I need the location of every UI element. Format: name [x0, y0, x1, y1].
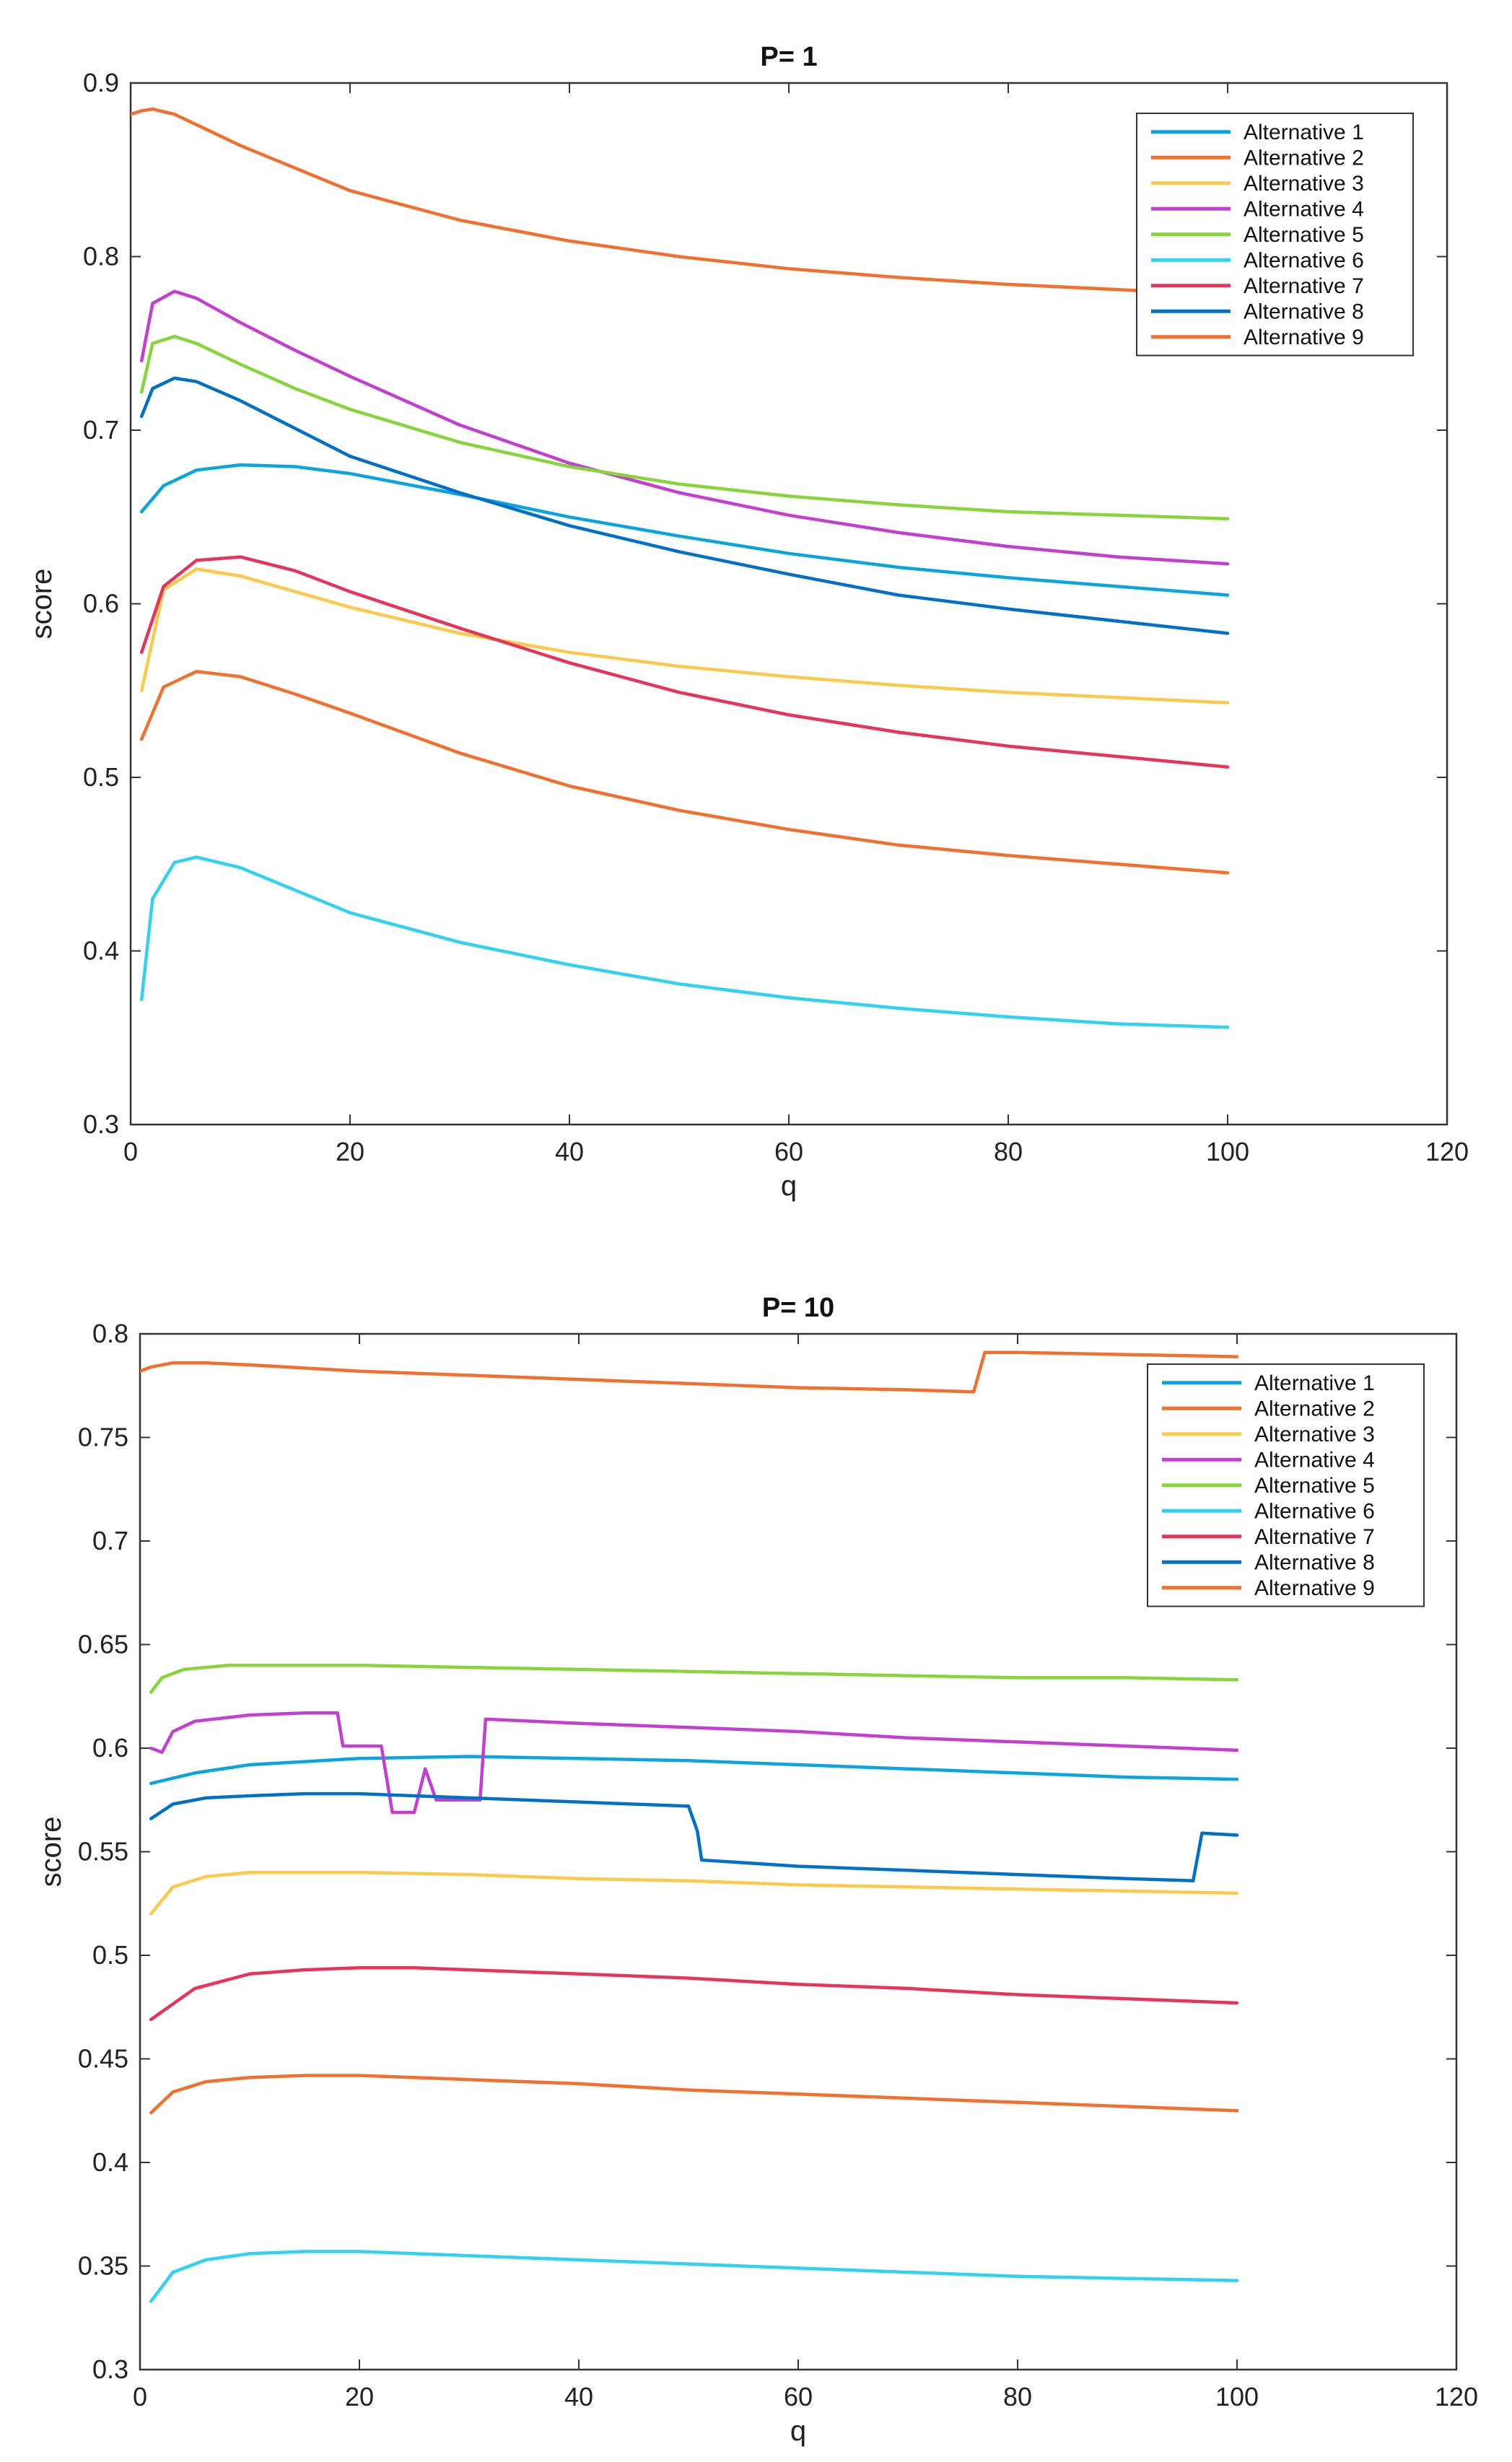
x-tick-label: 40 — [555, 1137, 584, 1166]
y-tick-label: 0.9 — [83, 68, 119, 97]
series-line-alternative-1 — [139, 463, 1230, 597]
series-line-alternative-4 — [149, 1711, 1239, 1815]
legend-label: Alternative 6 — [1244, 248, 1364, 272]
legend-label: Alternative 5 — [1244, 223, 1364, 247]
x-tick-label: 0 — [123, 1137, 138, 1166]
legend-label: Alternative 3 — [1244, 172, 1364, 196]
series-line-alternative-8 — [149, 1791, 1239, 1882]
y-tick-label: 0.4 — [83, 936, 119, 966]
series-group — [140, 1350, 1239, 2303]
series-line-alternative-9 — [140, 1350, 1239, 1394]
series-group — [131, 107, 1230, 1029]
legend-label: Alternative 9 — [1254, 1576, 1375, 1600]
legend-label: Alternative 6 — [1254, 1499, 1375, 1523]
legend-label: Alternative 4 — [1244, 197, 1364, 221]
series-line-alternative-6 — [139, 855, 1230, 1029]
x-tick-label: 120 — [1425, 1137, 1469, 1166]
legend-label: Alternative 7 — [1244, 274, 1364, 298]
y-tick-label: 0.35 — [78, 2251, 128, 2281]
y-tick-label: 0.55 — [78, 1837, 128, 1867]
x-axis-label: q — [790, 2415, 806, 2447]
y-tick-label: 0.6 — [83, 589, 119, 619]
legend-label: Alternative 1 — [1254, 1371, 1375, 1395]
y-tick-label: 0.3 — [83, 1109, 119, 1139]
y-tick-label: 0.3 — [92, 2354, 128, 2384]
legend-label: Alternative 7 — [1254, 1525, 1375, 1549]
y-axis-label: score — [26, 569, 58, 639]
series-line-alternative-7 — [149, 1965, 1239, 2022]
series-line-alternative-1 — [149, 1755, 1239, 1786]
y-axis-label: score — [35, 1817, 67, 1887]
legend-label: Alternative 3 — [1254, 1423, 1375, 1446]
series-line-alternative-9 — [131, 107, 1230, 297]
legend-label: Alternative 4 — [1254, 1448, 1375, 1472]
x-tick-label: 120 — [1435, 2382, 1478, 2411]
series-line-alternative-3 — [149, 1870, 1239, 1916]
y-tick-label: 0.5 — [83, 762, 119, 792]
x-tick-label: 0 — [133, 2382, 147, 2411]
series-line-alternative-2 — [139, 670, 1230, 875]
x-tick-label: 100 — [1215, 2382, 1259, 2411]
y-tick-label: 0.6 — [92, 1733, 128, 1763]
y-tick-label: 0.7 — [83, 415, 119, 445]
legend-label: Alternative 8 — [1244, 300, 1364, 323]
chart-panel-2: 0 20 40 60 80 100 120 0.3 0.35 0.4 0.45 0.5 0.55 0.6 0… — [35, 1293, 1478, 2447]
x-tick-label: 20 — [336, 1137, 364, 1166]
legend-label: Alternative 1 — [1244, 121, 1364, 144]
legend-label: Alternative 2 — [1254, 1397, 1375, 1420]
chart-panel-1: 0 20 40 60 80 100 120 0.3 0.4 0.5 0.6 0.7 0.8 0.9 P= 1… — [26, 42, 1469, 1202]
series-line-alternative-5 — [149, 1663, 1239, 1694]
series-line-alternative-4 — [139, 289, 1230, 566]
legend-label: Alternative 8 — [1254, 1550, 1375, 1574]
y-tick-label: 0.8 — [92, 1319, 128, 1348]
x-tick-label: 60 — [774, 1137, 803, 1166]
y-tick-label: 0.5 — [92, 1940, 128, 1970]
legend-label: Alternative 2 — [1244, 146, 1364, 170]
series-line-alternative-8 — [139, 376, 1230, 635]
y-tick-label: 0.65 — [78, 1630, 128, 1659]
y-tick-label: 0.7 — [92, 1526, 128, 1555]
series-line-alternative-2 — [149, 2074, 1239, 2115]
legend-label: Alternative 9 — [1244, 326, 1364, 349]
x-tick-label: 20 — [345, 2382, 374, 2411]
x-tick-label: 100 — [1206, 1137, 1249, 1166]
series-line-alternative-5 — [139, 334, 1230, 520]
x-tick-label: 80 — [994, 1137, 1023, 1166]
chart-title: P= 1 — [760, 42, 817, 72]
x-tick-label: 80 — [1003, 2382, 1032, 2411]
y-tick-label: 0.75 — [78, 1423, 128, 1452]
x-tick-label: 60 — [784, 2382, 813, 2411]
y-tick-label: 0.8 — [83, 242, 119, 271]
y-tick-label: 0.4 — [92, 2147, 128, 2177]
series-line-alternative-7 — [139, 555, 1230, 769]
y-tick-label: 0.45 — [78, 2044, 128, 2074]
series-line-alternative-6 — [149, 2250, 1239, 2303]
x-axis-label: q — [781, 1170, 797, 1202]
x-tick-label: 40 — [564, 2382, 593, 2411]
series-line-alternative-3 — [139, 567, 1230, 704]
legend-label: Alternative 5 — [1254, 1474, 1375, 1498]
chart-title: P= 10 — [762, 1293, 834, 1323]
